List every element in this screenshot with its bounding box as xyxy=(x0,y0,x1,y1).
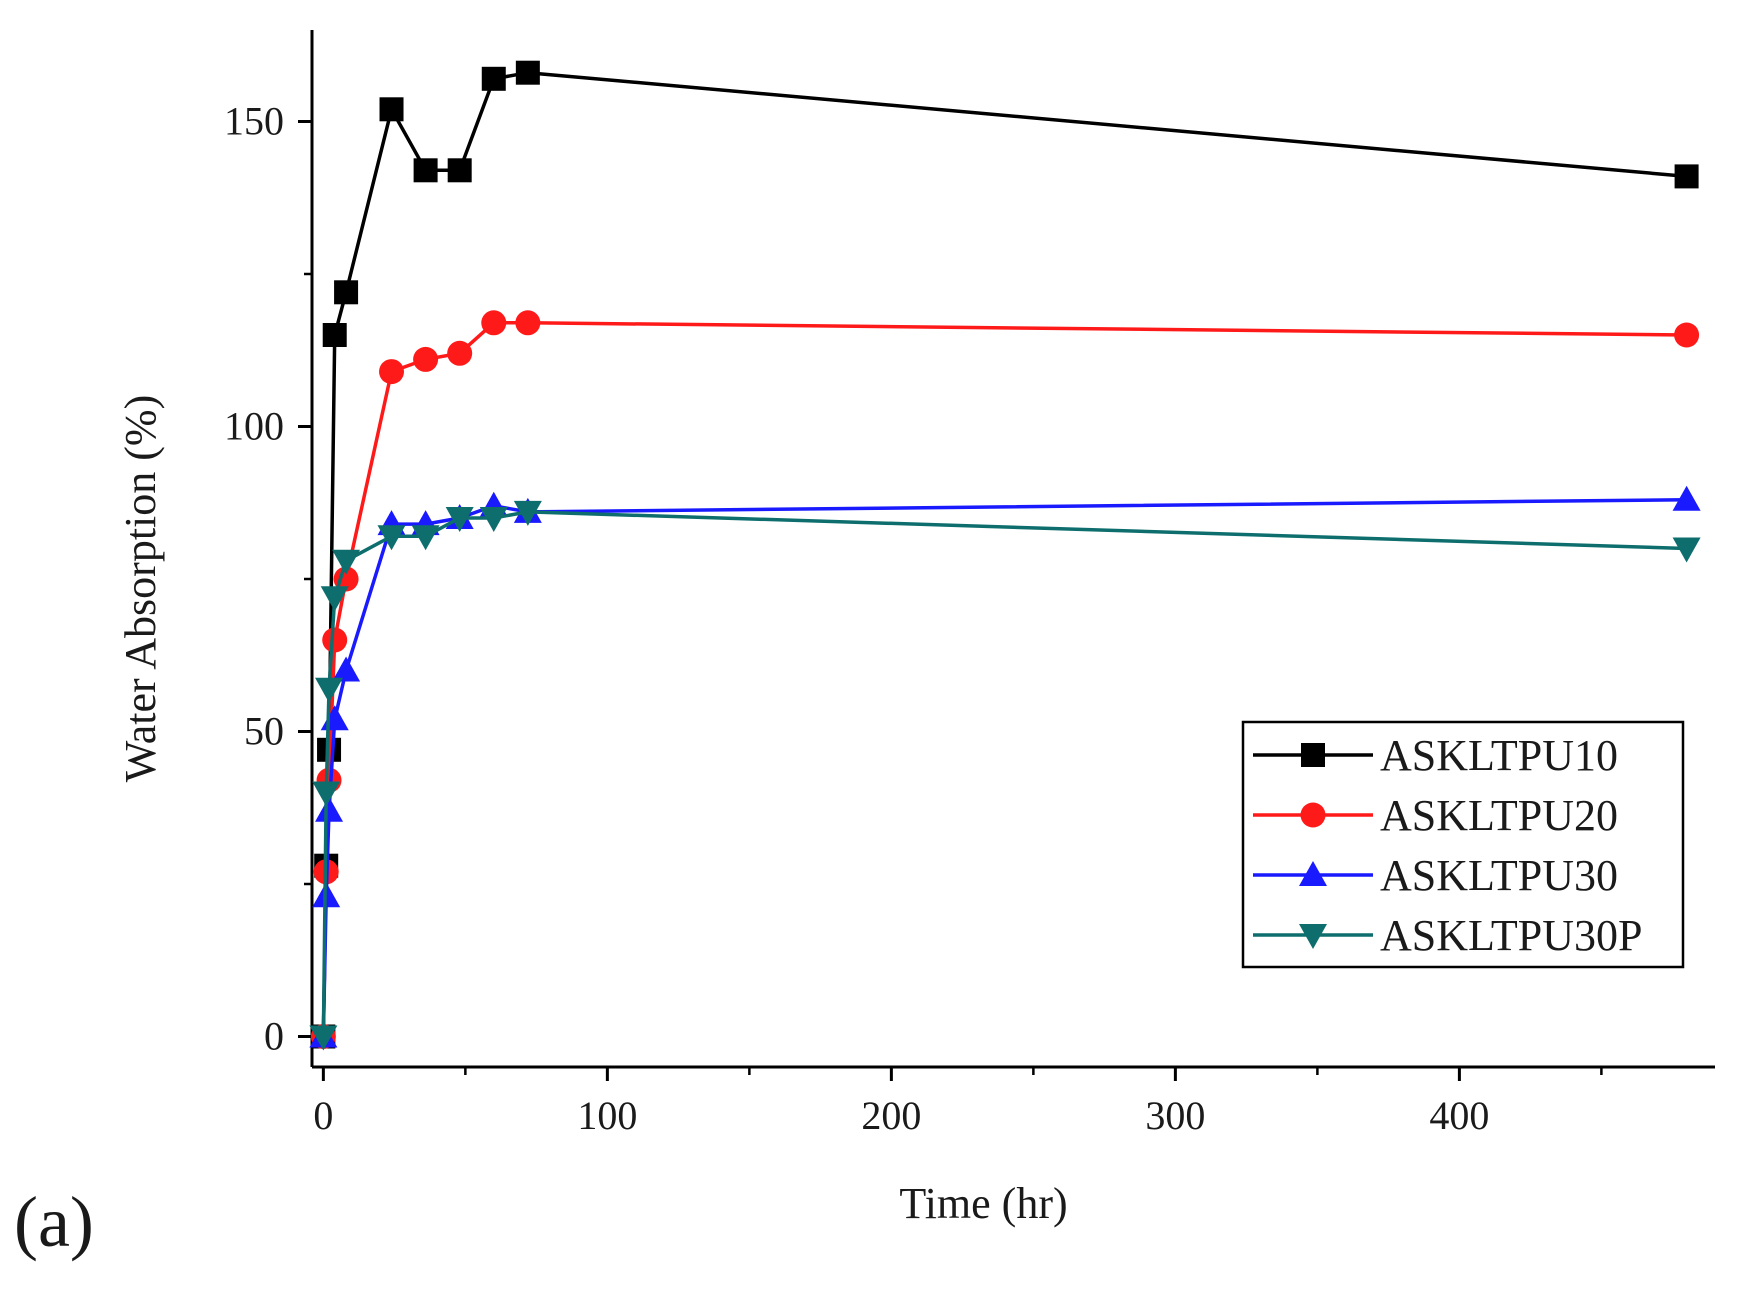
y-axis-title: Water Absorption (%) xyxy=(116,395,165,782)
data-point xyxy=(447,158,472,183)
data-point xyxy=(332,549,361,575)
data-point xyxy=(413,158,438,183)
data-point xyxy=(1672,537,1701,563)
data-point xyxy=(315,796,344,822)
legend-marker xyxy=(1299,924,1327,949)
data-point xyxy=(513,500,542,526)
data-point xyxy=(322,323,347,347)
legend-marker xyxy=(1301,743,1325,767)
legend-label: ASKLTPU30 xyxy=(1380,851,1618,900)
data-point xyxy=(411,525,440,551)
legend-label: ASKLTPU10 xyxy=(1380,731,1618,780)
data-point xyxy=(481,310,507,336)
data-point xyxy=(379,359,405,385)
data-point xyxy=(377,525,406,551)
data-point xyxy=(481,66,506,91)
x-tick-label: 0 xyxy=(313,1093,333,1138)
y-tick-label: 150 xyxy=(224,99,284,144)
data-point xyxy=(332,656,361,682)
data-point xyxy=(334,280,359,305)
series-askltpu30p xyxy=(309,500,1701,1051)
x-tick-label: 400 xyxy=(1429,1093,1489,1138)
legend-item: ASKLTPU30P xyxy=(1253,911,1642,960)
legend-label: ASKLTPU20 xyxy=(1380,791,1618,840)
legend-item: ASKLTPU30 xyxy=(1253,851,1618,900)
legend: ASKLTPU10 ASKLTPU20 ASKLTPU30 ASKLTPU30P xyxy=(1241,720,1685,969)
data-point xyxy=(413,346,439,372)
data-point xyxy=(320,586,349,612)
y-tick-label: 100 xyxy=(224,404,284,449)
x-axis-title: Time (hr) xyxy=(899,1179,1067,1228)
data-point xyxy=(309,1025,338,1051)
data-point xyxy=(315,677,344,703)
data-point xyxy=(1672,485,1701,511)
series-layer xyxy=(309,60,1701,1051)
ticks: 0 100 200 300 400 0 50 100 150 xyxy=(224,99,1603,1138)
axes xyxy=(310,30,1715,1069)
data-point xyxy=(320,705,349,731)
data-point xyxy=(515,310,541,336)
data-point xyxy=(1674,164,1699,189)
data-point xyxy=(312,781,341,807)
data-point xyxy=(479,507,508,532)
x-tick-label: 100 xyxy=(577,1093,637,1138)
data-point xyxy=(1674,322,1700,348)
data-point xyxy=(447,340,473,366)
legend-item: ASKLTPU10 xyxy=(1253,731,1618,780)
legend-marker xyxy=(1299,861,1327,886)
data-point xyxy=(515,60,540,85)
y-tick-label: 50 xyxy=(244,709,284,754)
legend-marker xyxy=(1300,802,1326,828)
x-tick-label: 200 xyxy=(861,1093,921,1138)
data-point xyxy=(445,507,474,532)
legend-label: ASKLTPU30P xyxy=(1380,911,1642,960)
legend-item: ASKLTPU20 xyxy=(1253,791,1618,840)
y-tick-label: 0 xyxy=(264,1014,284,1059)
panel-label: (a) xyxy=(14,1182,94,1262)
data-point xyxy=(322,627,348,653)
data-point xyxy=(379,97,404,122)
x-tick-label: 300 xyxy=(1145,1093,1205,1138)
